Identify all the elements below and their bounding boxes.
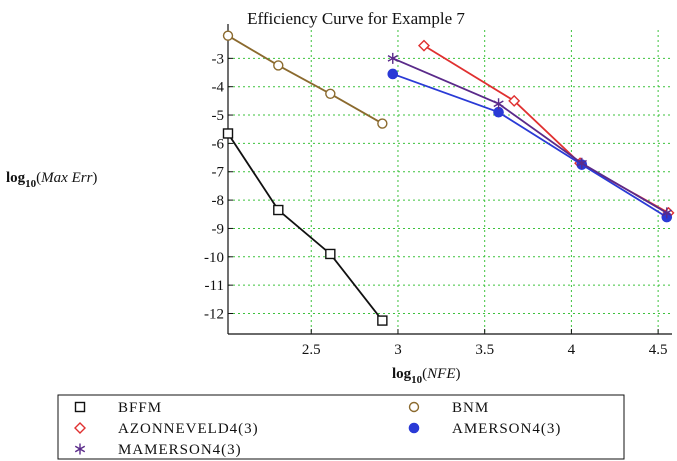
legend-marker	[408, 401, 420, 413]
series-amerson4-3-	[387, 68, 673, 223]
y-tick-label: -11	[205, 278, 224, 294]
y-axis-label: log10(Max Err)	[6, 170, 97, 190]
axis-label-text: log10(NFE)	[392, 366, 461, 386]
legend-label: MAMERSON4(3)	[118, 442, 242, 458]
y-tick-label: -9	[212, 221, 225, 237]
axis-label-text: log10(Max Err)	[6, 170, 97, 190]
data-point	[508, 94, 521, 107]
legend: BFFM BNM AZONNEVELD4(3) AMERSON4(3) MAMERSON…	[57, 394, 625, 460]
y-tick-label: -6	[212, 136, 225, 152]
x-tick-label: 3.5	[475, 342, 494, 358]
chart-title: Efficiency Curve for Example 7	[247, 9, 465, 28]
x-tick-label: 4	[568, 342, 576, 358]
legend-item: BNM	[408, 400, 489, 416]
series-line	[392, 57, 668, 214]
data-point	[493, 98, 504, 110]
legend-label: BNM	[452, 400, 489, 416]
y-tick-label: -3	[212, 51, 225, 67]
y-tick-label: -5	[212, 108, 225, 124]
series-bffm	[222, 128, 388, 326]
series-line	[392, 73, 668, 218]
data-point	[387, 52, 398, 64]
y-tick-label: -4	[212, 80, 225, 96]
data-point	[325, 248, 336, 260]
series-line	[227, 34, 383, 125]
series-mamerson4-3-	[387, 52, 672, 219]
legend-marker	[74, 401, 86, 413]
x-tick-label: 2.5	[302, 342, 321, 358]
x-tick-label: 3	[394, 342, 402, 358]
y-tick-label: -12	[204, 306, 224, 322]
legend-label: BFFM	[118, 400, 162, 416]
data-point	[325, 88, 336, 99]
data-point	[222, 30, 234, 41]
legend-label: AMERSON4(3)	[452, 421, 561, 437]
data-point	[576, 157, 587, 169]
y-tick-label: -7	[212, 165, 225, 181]
data-point	[222, 128, 234, 139]
data-point	[377, 315, 388, 326]
series-line	[423, 44, 669, 214]
data-point	[273, 60, 284, 71]
legend-marker	[74, 443, 86, 455]
series-line	[227, 132, 384, 322]
grid	[228, 30, 672, 334]
axes: -3 -4 -5 -6 -7 -8 -9 -10 -11 -12 2.5 3 3.5 4 4.5	[204, 24, 672, 358]
legend-marker	[74, 422, 86, 434]
x-tick-label: 4.5	[649, 342, 668, 358]
data-point	[387, 68, 399, 80]
legend-marker	[408, 422, 420, 434]
data-point	[273, 204, 284, 216]
data-point	[661, 207, 672, 219]
legend-item: AZONNEVELD4(3)	[74, 421, 259, 437]
legend-label: AZONNEVELD4(3)	[118, 421, 259, 437]
legend-box	[57, 394, 625, 460]
legend-item: MAMERSON4(3)	[74, 442, 242, 458]
y-tick-label: -10	[204, 250, 224, 266]
x-axis-label: log10(NFE)	[392, 366, 461, 386]
series-layer	[222, 30, 675, 326]
legend-item: AMERSON4(3)	[408, 421, 561, 437]
legend-item: BFFM	[74, 400, 162, 416]
data-point	[377, 118, 388, 129]
series-azonneveld4-3-	[417, 39, 675, 219]
y-tick-label: -8	[212, 193, 225, 209]
data-point	[417, 39, 430, 52]
series-bnm	[222, 30, 388, 129]
